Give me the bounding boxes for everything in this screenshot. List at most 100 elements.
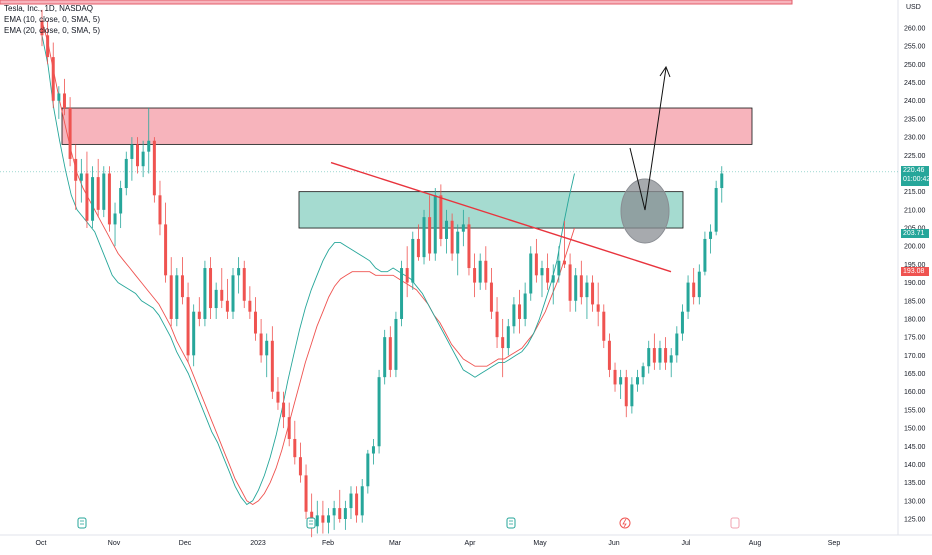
highlight-ellipse[interactable] <box>620 178 670 244</box>
candle[interactable] <box>68 97 72 167</box>
candle[interactable] <box>416 224 420 261</box>
candle[interactable] <box>360 478 364 523</box>
candle[interactable] <box>641 362 645 385</box>
candle[interactable] <box>714 180 718 236</box>
candle[interactable] <box>147 108 151 174</box>
candle[interactable] <box>74 144 78 210</box>
candle[interactable] <box>428 195 432 261</box>
candle[interactable] <box>546 253 550 290</box>
candle[interactable] <box>433 188 437 261</box>
candle[interactable] <box>686 275 690 319</box>
candle[interactable] <box>568 253 572 312</box>
candle[interactable] <box>169 257 173 327</box>
candle[interactable] <box>523 282 527 327</box>
candle[interactable] <box>703 231 707 276</box>
candle[interactable] <box>270 326 274 399</box>
candle[interactable] <box>293 420 297 465</box>
candle[interactable] <box>596 282 600 327</box>
candle[interactable] <box>231 268 235 319</box>
candle[interactable] <box>624 369 628 418</box>
candle[interactable] <box>692 268 696 305</box>
candle[interactable] <box>96 158 100 218</box>
candle[interactable] <box>180 257 184 305</box>
candle[interactable] <box>276 377 280 410</box>
candle[interactable] <box>242 260 246 309</box>
forecast-path[interactable] <box>629 67 667 211</box>
candle[interactable] <box>400 260 404 327</box>
candle[interactable] <box>62 78 66 116</box>
earnings-icon[interactable] <box>306 517 316 529</box>
candle[interactable] <box>422 209 426 265</box>
candle[interactable] <box>512 297 516 334</box>
candle[interactable] <box>40 9 44 47</box>
candle[interactable] <box>591 275 595 312</box>
future-event-icon[interactable] <box>730 517 740 529</box>
candle[interactable] <box>501 318 505 378</box>
candle[interactable] <box>709 224 713 254</box>
candle[interactable] <box>310 493 314 538</box>
candle[interactable] <box>152 137 156 203</box>
candle[interactable] <box>237 257 241 294</box>
candle[interactable] <box>209 257 213 319</box>
candle[interactable] <box>355 486 359 523</box>
candle[interactable] <box>332 500 336 530</box>
candle[interactable] <box>107 166 111 232</box>
candle[interactable] <box>557 246 561 283</box>
candle[interactable] <box>102 166 106 218</box>
candle[interactable] <box>619 369 623 399</box>
candle[interactable] <box>478 253 482 290</box>
candle[interactable] <box>394 311 398 378</box>
candle[interactable] <box>602 304 606 349</box>
dividend-icon[interactable] <box>619 517 631 529</box>
candle[interactable] <box>579 260 583 305</box>
candle[interactable] <box>652 333 656 370</box>
events-layer[interactable] <box>77 517 740 529</box>
candle[interactable] <box>175 268 179 327</box>
candle[interactable] <box>287 402 291 447</box>
candle[interactable] <box>197 297 201 327</box>
earnings-icon[interactable] <box>77 517 87 529</box>
candle[interactable] <box>613 362 617 392</box>
candle[interactable] <box>119 180 123 229</box>
support-zone[interactable] <box>298 191 684 229</box>
candle[interactable] <box>529 246 533 301</box>
resistance-zone[interactable] <box>61 107 753 145</box>
candle[interactable] <box>388 326 392 378</box>
candle[interactable] <box>551 264 555 305</box>
candle[interactable] <box>585 275 589 319</box>
candle[interactable] <box>124 151 128 196</box>
candle[interactable] <box>192 304 196 367</box>
candle[interactable] <box>664 337 668 370</box>
drawing-layer[interactable] <box>330 65 672 273</box>
ema10-legend[interactable]: EMA (10, close, 0, SMA, 5) <box>4 15 101 24</box>
candle[interactable] <box>450 213 454 261</box>
candle[interactable] <box>489 268 493 319</box>
candle[interactable] <box>534 238 538 283</box>
candle[interactable] <box>467 217 471 276</box>
ema20-legend[interactable]: EMA (20, close, 0, SMA, 5) <box>4 26 101 35</box>
candle[interactable] <box>79 158 83 203</box>
candle[interactable] <box>518 289 522 334</box>
candle[interactable] <box>113 202 117 247</box>
symbol-title[interactable]: Tesla, Inc., 1D, NASDAQ <box>4 4 93 13</box>
candle[interactable] <box>506 318 510 356</box>
candle[interactable] <box>680 304 684 341</box>
candle[interactable] <box>456 224 460 276</box>
candle[interactable] <box>158 180 162 236</box>
candle[interactable] <box>635 369 639 392</box>
candle[interactable] <box>85 151 89 229</box>
earnings-icon[interactable] <box>506 517 516 529</box>
candle[interactable] <box>383 329 387 385</box>
candle[interactable] <box>439 184 443 247</box>
candle[interactable] <box>562 220 566 269</box>
candle[interactable] <box>130 137 134 181</box>
candle[interactable] <box>484 246 488 290</box>
candle[interactable] <box>411 231 415 290</box>
candle[interactable] <box>495 297 499 349</box>
candle[interactable] <box>630 377 634 414</box>
candle[interactable] <box>203 260 207 327</box>
candle[interactable] <box>366 449 370 494</box>
candle[interactable] <box>57 86 61 119</box>
trend-line[interactable] <box>330 161 672 273</box>
